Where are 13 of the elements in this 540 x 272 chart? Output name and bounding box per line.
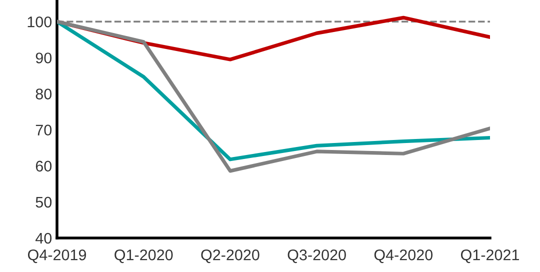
y-tick-label: 80	[36, 88, 52, 100]
x-tick-label: Q1-2020	[114, 250, 173, 264]
y-tick-label: 70	[36, 124, 52, 136]
y-tick-label: 40	[36, 232, 52, 244]
x-tick-label: Q4-2020	[374, 250, 433, 264]
x-tick-label: Q4-2019	[28, 250, 86, 264]
y-tick-label: 90	[36, 52, 52, 64]
y-tick-label: 50	[36, 196, 52, 208]
x-tick-label: Q2-2020	[201, 250, 260, 264]
x-tick-label: Q3-2020	[288, 250, 346, 264]
y-tick-label: 60	[36, 160, 52, 172]
x-tick-label: Q1-2021	[461, 250, 519, 264]
y-tick-label: 100	[28, 16, 52, 28]
